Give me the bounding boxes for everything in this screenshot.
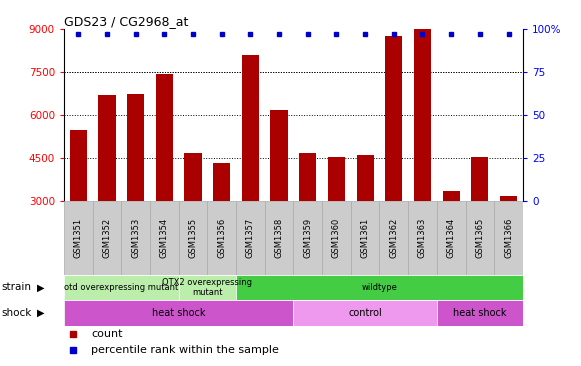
Text: strain: strain (1, 282, 31, 292)
Text: otd overexpressing mutant: otd overexpressing mutant (64, 283, 178, 292)
Text: heat shock: heat shock (453, 308, 507, 318)
Text: GSM1363: GSM1363 (418, 218, 427, 258)
Bar (184, 153, 202, 201)
Bar (213, 163, 230, 201)
Text: GSM1354: GSM1354 (160, 218, 169, 258)
FancyBboxPatch shape (207, 201, 236, 274)
FancyBboxPatch shape (150, 201, 179, 274)
FancyBboxPatch shape (64, 300, 293, 326)
Text: GSM1364: GSM1364 (447, 218, 456, 258)
Bar (443, 191, 460, 201)
Text: GSM1352: GSM1352 (102, 218, 112, 258)
Bar (471, 157, 489, 201)
FancyBboxPatch shape (236, 274, 523, 300)
Text: GSM1357: GSM1357 (246, 218, 255, 258)
Bar (242, 55, 259, 201)
FancyBboxPatch shape (379, 201, 408, 274)
Text: control: control (348, 308, 382, 318)
Text: GSM1359: GSM1359 (303, 218, 312, 258)
FancyBboxPatch shape (293, 201, 322, 274)
FancyBboxPatch shape (265, 201, 293, 274)
Text: shock: shock (1, 308, 31, 318)
Bar (127, 94, 144, 201)
FancyBboxPatch shape (437, 300, 523, 326)
Text: ▶: ▶ (37, 282, 44, 292)
Text: GSM1351: GSM1351 (74, 218, 83, 258)
FancyBboxPatch shape (92, 201, 121, 274)
FancyBboxPatch shape (64, 201, 92, 274)
Text: GSM1353: GSM1353 (131, 218, 140, 258)
Text: ▶: ▶ (37, 308, 44, 318)
Text: GSM1356: GSM1356 (217, 218, 226, 258)
Bar (357, 156, 374, 201)
FancyBboxPatch shape (64, 274, 179, 300)
Bar (98, 95, 116, 201)
FancyBboxPatch shape (322, 201, 351, 274)
FancyBboxPatch shape (465, 201, 494, 274)
Bar (414, 29, 431, 201)
Text: GSM1362: GSM1362 (389, 218, 399, 258)
Text: GSM1360: GSM1360 (332, 218, 341, 258)
FancyBboxPatch shape (121, 201, 150, 274)
Text: GSM1355: GSM1355 (188, 218, 198, 258)
FancyBboxPatch shape (293, 300, 437, 326)
FancyBboxPatch shape (437, 201, 465, 274)
FancyBboxPatch shape (494, 201, 523, 274)
FancyBboxPatch shape (351, 201, 379, 274)
FancyBboxPatch shape (408, 201, 437, 274)
Bar (70, 130, 87, 201)
FancyBboxPatch shape (179, 274, 236, 300)
Bar (299, 153, 316, 201)
FancyBboxPatch shape (179, 201, 207, 274)
Bar (500, 195, 517, 201)
Bar (270, 109, 288, 201)
Text: GSM1358: GSM1358 (275, 218, 284, 258)
Text: percentile rank within the sample: percentile rank within the sample (91, 346, 279, 355)
Text: OTX2 overexpressing
mutant: OTX2 overexpressing mutant (162, 277, 252, 297)
Text: count: count (91, 329, 123, 339)
Bar (156, 74, 173, 201)
Bar (328, 157, 345, 201)
Text: GDS23 / CG2968_at: GDS23 / CG2968_at (64, 15, 188, 28)
Text: GSM1366: GSM1366 (504, 218, 513, 258)
Text: GSM1361: GSM1361 (361, 218, 370, 258)
Text: wildtype: wildtype (361, 283, 397, 292)
Text: GSM1365: GSM1365 (475, 218, 485, 258)
Text: heat shock: heat shock (152, 308, 206, 318)
Bar (385, 37, 403, 201)
FancyBboxPatch shape (236, 201, 265, 274)
